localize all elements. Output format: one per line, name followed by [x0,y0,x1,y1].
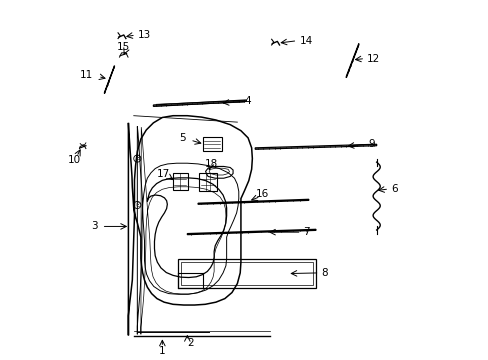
Text: 15: 15 [117,42,130,52]
Bar [199,173,216,191]
Text: 17: 17 [156,169,169,179]
Bar [203,137,221,152]
Text: 11: 11 [80,70,93,80]
Text: 13: 13 [138,30,151,40]
Text: 7: 7 [303,227,309,237]
Text: 14: 14 [299,36,312,46]
Bar [178,259,315,288]
Text: 4: 4 [244,96,251,107]
Text: 10: 10 [68,156,81,165]
Text: ☉: ☉ [136,156,141,161]
Text: 12: 12 [366,54,380,64]
Text: 6: 6 [390,184,397,194]
Text: 1: 1 [159,346,165,356]
Text: 16: 16 [255,189,268,199]
Text: 8: 8 [321,268,327,278]
Bar [172,173,187,190]
Text: 18: 18 [204,158,218,168]
Text: 2: 2 [187,338,194,347]
Bar [181,262,312,285]
Text: ☉: ☉ [136,203,141,207]
Text: 5: 5 [179,133,185,143]
Text: 9: 9 [368,139,375,149]
Text: 3: 3 [90,221,97,231]
